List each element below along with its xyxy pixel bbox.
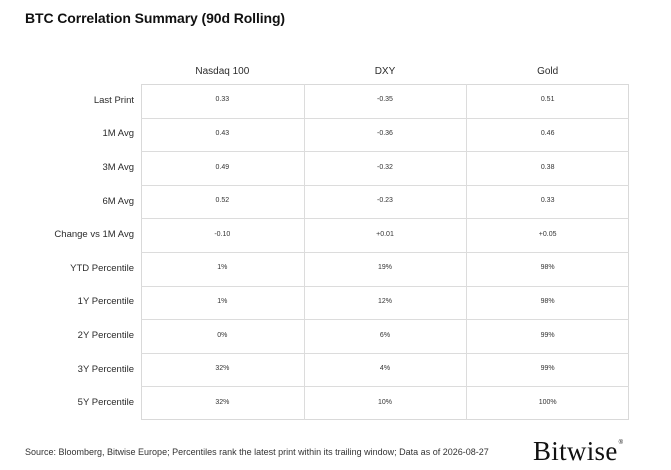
table-cell: -0.36: [377, 129, 393, 137]
table-cell: 0.52: [215, 197, 230, 205]
table-cell: 0.33: [215, 96, 230, 104]
row-divider: [141, 151, 629, 153]
table-cell: +0.01: [376, 230, 394, 238]
row-label: YTD Percentile: [70, 262, 134, 274]
row-divider: [141, 252, 629, 253]
row-divider: [141, 184, 629, 186]
column-header: Gold: [537, 66, 559, 77]
row-label: 1Y Percentile: [77, 296, 134, 308]
row-divider: [141, 319, 629, 321]
table-cell: 32%: [215, 365, 230, 373]
table-cell: 0.38: [540, 163, 555, 171]
footnote: Source: Bloomberg, Bitwise Europe; Perce…: [25, 447, 489, 457]
chart-title: BTC Correlation Summary (90d Rolling): [25, 10, 285, 26]
column-header: DXY: [374, 66, 396, 77]
row-label: 3Y Percentile: [77, 363, 134, 375]
table-cell: -0.35: [377, 96, 393, 104]
column-header: Nasdaq 100: [195, 66, 250, 77]
row-divider: [141, 218, 629, 220]
table-cell: +0.05: [538, 230, 557, 238]
row-label: 3M Avg: [102, 162, 134, 173]
row-divider: [141, 352, 629, 354]
row-label: 6M Avg: [102, 195, 134, 207]
table-cell: 6%: [379, 331, 391, 339]
row-label: Last Print: [93, 94, 134, 106]
brand-name: Bitwise: [533, 436, 618, 466]
table-cell: 99%: [540, 331, 555, 339]
row-divider: [141, 285, 629, 287]
row-divider: [141, 117, 629, 119]
table-cell: 0.49: [215, 163, 230, 171]
table-cell: -0.23: [377, 197, 393, 205]
registered-mark: ®: [618, 440, 624, 446]
table-cell: 98%: [540, 297, 555, 305]
table-cell: -0.32: [377, 163, 393, 171]
table-cell: 4%: [379, 365, 391, 373]
table-cell: 0.51: [540, 96, 555, 104]
table-cell: 32%: [215, 398, 230, 406]
table-cell: 1%: [217, 297, 228, 305]
table-cell: 0%: [217, 331, 228, 339]
table-cell: 99%: [540, 365, 555, 373]
row-label: Change vs 1M Avg: [54, 229, 134, 241]
table-cell: 0.33: [540, 197, 555, 205]
table-cell: 1%: [217, 264, 228, 272]
table-cell: 0.43: [215, 129, 230, 137]
table-cell: 100%: [538, 398, 557, 406]
row-label: 5Y Percentile: [77, 397, 134, 409]
table-cell: -0.10: [214, 230, 231, 238]
table-cell: 10%: [377, 398, 392, 406]
table-cell: 98%: [540, 264, 555, 272]
row-label: 1M Avg: [102, 128, 134, 140]
table-cell: 12%: [377, 297, 392, 305]
table-cell: 0.46: [540, 129, 555, 137]
row-divider: [141, 386, 629, 388]
bitwise-logo: Bitwise®: [533, 436, 623, 467]
row-label: 2Y Percentile: [77, 330, 134, 341]
table-cell: 19%: [377, 264, 392, 272]
